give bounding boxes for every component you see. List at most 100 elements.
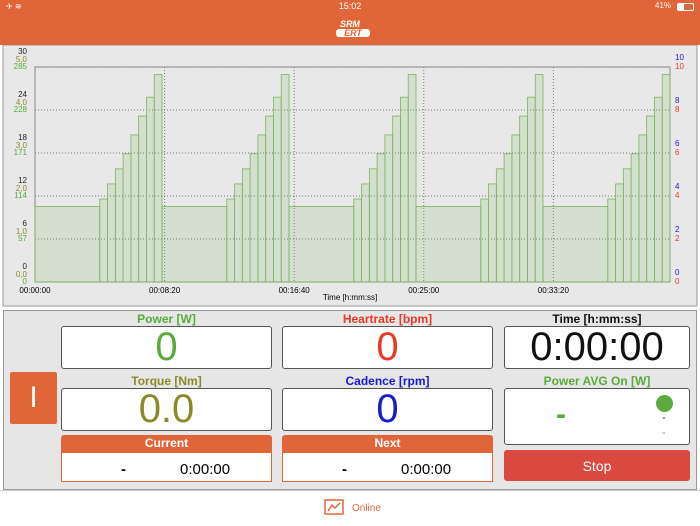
y-tick-label: 30 <box>18 47 27 56</box>
y-tick-label: 0 <box>23 262 28 271</box>
y-tick-label: 10 <box>675 62 684 71</box>
logo-bottom: ERT <box>336 29 370 38</box>
step-segment <box>130 134 140 283</box>
y-tick-label: 0 <box>675 268 680 277</box>
x-tick-label: 00:33:20 <box>538 286 570 295</box>
y-tick-label: 0,0 <box>16 270 28 279</box>
y-tick-label: 1,0 <box>16 227 28 236</box>
power-label: Power [W] <box>137 312 196 326</box>
current-body <box>61 452 272 482</box>
step-segment <box>241 168 251 283</box>
time-value: 0:00:00 <box>504 325 690 369</box>
y-tick-label: 8 <box>675 96 680 105</box>
y-tick-label: 4 <box>675 191 680 200</box>
online-icon[interactable] <box>324 499 344 515</box>
step-segment <box>480 198 489 283</box>
logo-top: SRM <box>340 19 360 29</box>
step-segment <box>280 74 290 283</box>
step-segment <box>503 153 513 283</box>
step-segment <box>161 206 228 283</box>
step-segment <box>273 96 282 283</box>
y-tick-label: 18 <box>18 133 27 142</box>
power-avg-dot <box>656 395 673 412</box>
battery-text: 41% <box>655 1 672 10</box>
step-segment <box>249 153 259 283</box>
y-tick-label: 12 <box>18 176 27 185</box>
y-tick-label: 24 <box>18 90 27 99</box>
torque-label: Torque [Nm] <box>131 374 202 388</box>
torque-value: 0.0 <box>61 387 272 431</box>
next-time: 0:00:00 <box>401 461 452 478</box>
y-tick-label: 285 <box>14 62 28 71</box>
y-tick-label: 4,0 <box>16 98 28 107</box>
x-tick-label: 00:25:00 <box>408 286 440 295</box>
step-segment <box>622 168 632 283</box>
step-segment <box>226 198 235 283</box>
y-tick-label: 2,0 <box>16 184 28 193</box>
next-header: Next <box>282 435 493 452</box>
logo: SRM ERT <box>320 19 380 38</box>
x-axis-label: Time [h:mm:ss] <box>323 293 377 302</box>
step-segment <box>384 134 394 283</box>
cadence-label: Cadence [rpm] <box>345 374 430 388</box>
step-segment <box>400 96 409 283</box>
step-segment <box>488 183 497 283</box>
step-segment <box>661 74 671 283</box>
step-segment <box>138 115 147 283</box>
step-segment <box>615 183 624 283</box>
chart: Time [h:mm:ss] 0571141712282850612182430… <box>2 45 698 307</box>
step-segment <box>376 153 386 283</box>
plot-area <box>34 66 671 283</box>
y-tick-label: 57 <box>18 234 27 243</box>
step-segment <box>34 206 101 283</box>
step-segment <box>122 153 132 283</box>
interval-button[interactable]: I <box>10 372 57 424</box>
y-tick-label: 2 <box>675 225 680 234</box>
step-segment <box>257 134 267 283</box>
y-tick-label: 0 <box>675 277 680 286</box>
power-avg-side-bottom: - <box>662 427 666 439</box>
step-segment <box>99 198 108 283</box>
footer: Online <box>0 490 700 526</box>
step-segment <box>392 115 401 283</box>
online-tab[interactable]: Online <box>352 503 381 514</box>
y-tick-label: 2 <box>675 234 680 243</box>
step-segment <box>146 96 155 283</box>
x-tick-label: 00:00:00 <box>19 286 51 295</box>
x-tick-label: 00:08:20 <box>149 286 181 295</box>
step-segment <box>542 206 609 283</box>
step-segment <box>519 115 528 283</box>
y-tick-label: 3,0 <box>16 141 28 150</box>
y-tick-label: 171 <box>14 148 28 157</box>
step-segment <box>527 96 536 283</box>
stop-button[interactable]: Stop <box>504 450 690 481</box>
power-avg-label: Power AVG On [W] <box>543 374 651 388</box>
step-segment <box>107 183 116 283</box>
current-step: - <box>121 461 126 478</box>
next-step: - <box>342 461 347 478</box>
current-header: Current <box>61 435 272 452</box>
step-segment <box>534 74 544 283</box>
heartrate-label: Heartrate [bpm] <box>342 312 433 326</box>
step-segment <box>153 74 163 283</box>
step-segment <box>630 153 640 283</box>
step-segment <box>368 168 378 283</box>
step-segment <box>638 134 648 283</box>
y-tick-label: 6 <box>675 148 680 157</box>
step-segment <box>288 206 355 283</box>
current-time: 0:00:00 <box>180 461 231 478</box>
clock: 15:02 <box>338 1 362 11</box>
time-label: Time [h:mm:ss] <box>552 312 642 326</box>
step-segment <box>646 115 655 283</box>
y-tick-label: 228 <box>14 105 28 114</box>
y-tick-label: 114 <box>14 191 27 200</box>
cadence-value: 0 <box>282 387 493 431</box>
heartrate-value: 0 <box>282 325 493 369</box>
power-value: 0 <box>61 325 272 369</box>
signal-icons: ✈ ≋ <box>6 2 22 11</box>
step-segment <box>234 183 243 283</box>
step-segment <box>511 134 521 283</box>
x-tick-label: 00:16:40 <box>279 286 311 295</box>
step-segment <box>353 198 362 283</box>
